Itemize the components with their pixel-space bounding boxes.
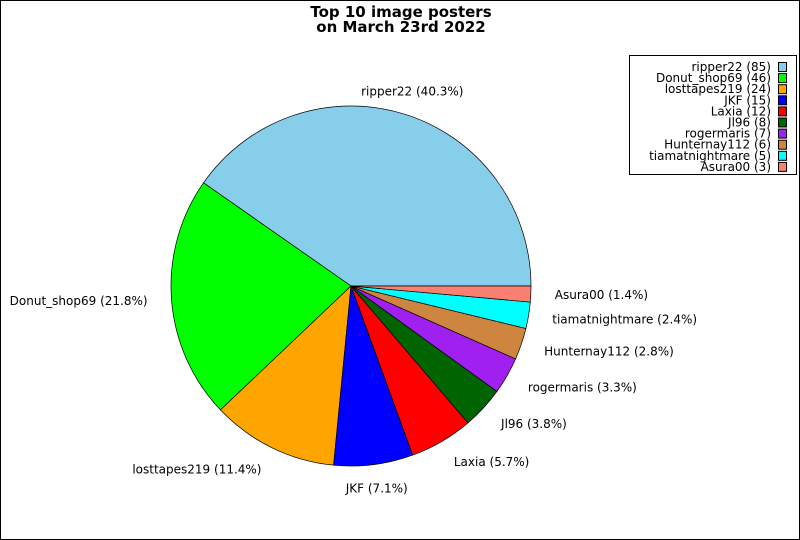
legend-entry-Laxia: Laxia (12): [711, 104, 771, 118]
legend-swatch-Jl96: [778, 117, 787, 128]
slice-label-JKF: JKF (7.1%): [345, 481, 408, 495]
legend-entry-Jl96: Jl96 (8): [727, 116, 771, 130]
chart-title-line-2: on March 23rd 2022: [316, 18, 486, 36]
pie-slice-Asura00: [350, 285, 532, 303]
legend-entry-JKF: JKF (15): [723, 93, 771, 107]
legend-entry-losttapes219: losttapes219 (24): [665, 82, 771, 96]
legend-entry-rogermaris: rogermaris (7): [685, 127, 771, 141]
slice-label-Donut_shop69: Donut_shop69 (21.8%): [10, 294, 148, 308]
slice-label-tiamatnightmare: tiamatnightmare (2.4%): [552, 312, 697, 326]
pie-slice-losttapes219: [219, 285, 352, 466]
legend-swatch-ripper22: [778, 62, 787, 72]
legend-swatch-JKF: [778, 95, 787, 106]
legend-swatch-Hunternay112: [778, 139, 787, 150]
pie-slice-Donut_shop69: [170, 182, 352, 411]
slice-label-rogermaris: rogermaris (3.3%): [528, 381, 637, 395]
legend-swatch-Laxia: [778, 106, 787, 117]
legend-entry-tiamatnightmare: tiamatnightmare (5): [649, 149, 771, 163]
legend-swatch-tiamatnightmare: [778, 150, 787, 161]
legend-entry-Donut_shop69: Donut_shop69 (46): [656, 71, 771, 85]
slice-label-Jl96: Jl96 (3.8%): [500, 417, 567, 431]
slice-label-Asura00: Asura00 (1.4%): [555, 288, 648, 302]
legend-box: [629, 55, 797, 175]
chart-title-line-1: Top 10 image posters: [310, 3, 492, 21]
legend-entry-Hunternay112: Hunternay112 (6): [664, 138, 771, 152]
pie-slice-ripper22: [203, 105, 532, 287]
legend-swatch-Donut_shop69: [778, 73, 787, 84]
legend-swatch-Asura00: [778, 161, 787, 172]
legend-entry-ripper22: ripper22 (85): [691, 60, 771, 74]
slice-label-Hunternay112: Hunternay112 (2.8%): [544, 345, 674, 359]
legend-swatch-losttapes219: [778, 84, 787, 95]
legend-entry-Asura00: Asura00 (3): [701, 160, 771, 174]
slice-label-Laxia: Laxia (5.7%): [454, 455, 530, 469]
legend-swatch-rogermaris: [778, 128, 787, 139]
slice-label-ripper22: ripper22 (40.3%): [361, 84, 463, 98]
slice-label-losttapes219: losttapes219 (11.4%): [132, 462, 261, 476]
